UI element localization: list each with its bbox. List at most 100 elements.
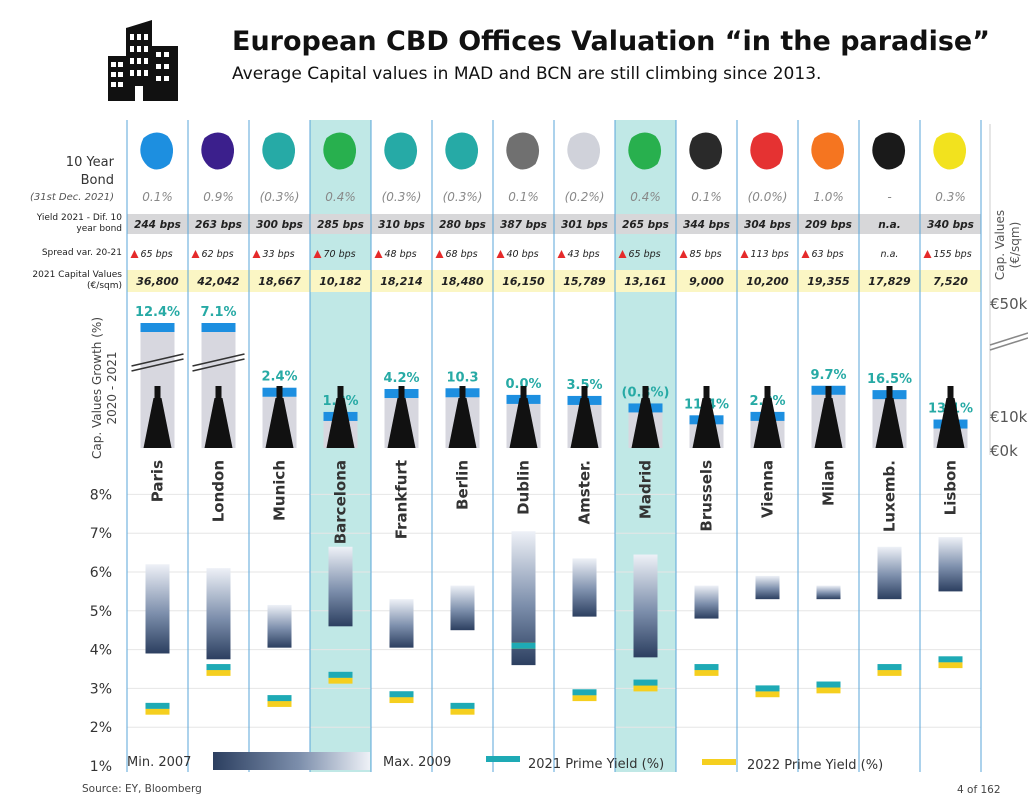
yield-range-bar <box>877 546 902 600</box>
bond-value: 1.0% <box>813 190 844 204</box>
legend-2022-label: 2022 Prime Yield (%) <box>747 758 883 773</box>
spread-value: 113 bps <box>751 249 789 260</box>
spread-up-arrow-icon <box>557 250 566 258</box>
legend-2021-swatch <box>486 756 520 762</box>
cap-value: 18,480 <box>441 275 484 288</box>
yield-range-bar <box>816 585 841 600</box>
growth-label: 3.5% <box>566 378 602 393</box>
y-tick-label: 7% <box>90 526 112 542</box>
milan-duomo-icon <box>814 386 843 448</box>
country-map-brussels-icon <box>689 132 723 170</box>
tv-tower-icon <box>448 386 477 448</box>
country-map-paris-icon <box>140 132 174 170</box>
bond-value: (0.3%) <box>382 190 422 204</box>
city-name: Paris <box>149 460 167 502</box>
yield-dif-value: 310 bps <box>378 219 425 231</box>
yield-range-bar <box>145 564 170 654</box>
spread-up-arrow-icon <box>679 250 688 258</box>
prime-yield-2022-marker <box>877 669 902 676</box>
prime-yield-2021-marker <box>450 702 475 709</box>
landmark-spire <box>581 386 588 400</box>
atomium-icon <box>692 386 721 448</box>
yield-range-bar <box>938 537 963 592</box>
yield-range-bar <box>572 558 597 617</box>
spread-value: 48 bps <box>385 249 417 260</box>
spread-up-arrow-icon <box>191 250 200 258</box>
page-number: 4 of 162 <box>957 784 1001 796</box>
city-name: Barcelona <box>332 460 350 544</box>
cap-value: 15,789 <box>563 275 606 288</box>
spread-up-arrow-icon <box>313 250 322 258</box>
spread-up-arrow-icon <box>130 250 139 258</box>
spread-value: 65 bps <box>629 249 661 260</box>
city-name: Dublin <box>515 460 533 515</box>
spread-up-arrow-icon <box>740 250 749 258</box>
y-tick-label: 8% <box>90 487 112 503</box>
prime-yield-2021-marker <box>206 664 231 671</box>
yield-dif-value: 265 bps <box>622 219 669 231</box>
yield-dif-value: 344 bps <box>683 219 730 231</box>
yield-range-bar <box>633 554 658 658</box>
yield-dif-value: 300 bps <box>256 219 303 231</box>
landmark-spire <box>337 386 344 400</box>
prime-yield-2022-marker <box>816 687 841 694</box>
prime-yield-2021-marker <box>389 691 414 698</box>
cap-value: 7,520 <box>933 275 968 288</box>
growth-axis-label: Cap. Values Growth (%) <box>90 317 104 459</box>
city-name: Amster. <box>576 460 594 524</box>
kio-towers-icon <box>631 386 660 448</box>
landmark-body <box>387 398 416 448</box>
city-name: Munich <box>271 460 289 521</box>
bond-value: 0.1% <box>142 190 173 204</box>
city-name: Milan <box>820 460 838 506</box>
landmark-body <box>875 398 904 448</box>
prime-yield-2022-marker <box>145 708 170 715</box>
spread-value: 85 bps <box>690 249 722 260</box>
bond-value: 0.1% <box>691 190 722 204</box>
growth-label: 12.4% <box>135 305 180 320</box>
cap-value: 36,800 <box>136 275 179 288</box>
dublin-castle-icon <box>509 386 538 448</box>
source-note: Source: EY, Bloomberg <box>82 783 202 795</box>
cap-values-row-label: 2021 Capital Values (€/sqm) <box>10 270 122 292</box>
yield-dif-value: n.a. <box>878 219 901 231</box>
country-map-frankfurt-icon <box>384 132 418 170</box>
city-name: Berlin <box>454 460 472 510</box>
growth-label: 4.2% <box>383 371 419 386</box>
country-map-dublin-icon <box>506 132 540 170</box>
landmark-spire <box>276 386 283 400</box>
legend-gradient-swatch <box>213 752 370 770</box>
right-tick-mid: €10k <box>990 408 1028 426</box>
yield-dif-value: 209 bps <box>805 219 852 231</box>
spread-value: 43 bps <box>568 249 600 260</box>
right-tick-bottom: €0k <box>990 442 1018 460</box>
prime-yield-2021-marker <box>328 671 353 678</box>
bond-date-label: (31st Dec. 2021) <box>30 192 114 203</box>
y-tick-label: 4% <box>90 643 112 659</box>
prime-yield-2022-marker <box>633 685 658 692</box>
growth-label: 10.3 <box>446 370 478 385</box>
legend-2021-label: 2021 Prime Yield (%) <box>528 757 664 772</box>
legend-min-label: Min. 2007 <box>127 755 191 770</box>
bond-value: 0.4% <box>630 190 661 204</box>
munich-skyline-icon <box>265 386 294 448</box>
country-map-vienna-icon <box>750 132 784 170</box>
prime-yield-2021-marker <box>938 656 963 663</box>
bond-label-line1: 10 Year <box>65 155 114 170</box>
spread-up-arrow-icon <box>618 250 627 258</box>
landmark-spire <box>154 386 161 400</box>
bond-label-line2: Bond <box>80 173 114 188</box>
prime-yield-2021-marker <box>694 664 719 671</box>
prime-yield-2022-marker <box>694 669 719 676</box>
lisbon-tower-icon <box>936 386 965 448</box>
spread-value: 155 bps <box>934 249 972 260</box>
bond-value: 0.3% <box>935 190 966 204</box>
yield-dif-value: 280 bps <box>439 219 486 231</box>
city-name: Lisbon <box>942 460 960 515</box>
luxembourg-palace-icon <box>875 386 904 448</box>
prime-yield-2021-marker <box>816 681 841 688</box>
bond-value: (0.0%) <box>748 190 788 204</box>
bond-value: 0.1% <box>508 190 539 204</box>
landmark-body <box>326 398 355 448</box>
city-name: Madrid <box>637 460 655 519</box>
